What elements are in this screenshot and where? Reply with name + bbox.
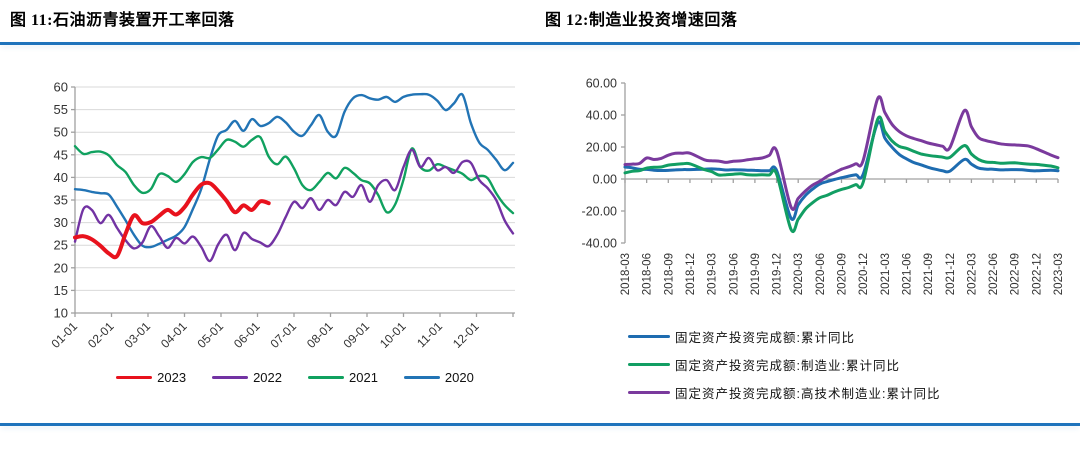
chart1-legend: 2023 2022 2021 2020 <box>75 370 515 385</box>
legend-item-2020: 2020 <box>403 370 474 385</box>
series-2023-swatch <box>116 375 153 380</box>
y-tick-label: 20 <box>54 260 68 275</box>
x-tick-label: 05-01 <box>195 319 227 351</box>
y-tick-label: 60 <box>54 80 68 95</box>
series-line <box>623 115 1060 233</box>
gridlines <box>75 86 515 291</box>
x-tick-label: 06-01 <box>231 319 263 351</box>
y-tick-label: -20.00 <box>582 205 617 219</box>
x-tick-label: 08-01 <box>304 319 336 351</box>
legend-label-2022: 2022 <box>253 370 282 385</box>
legend-item-manufacturing: 固定资产投资完成额:制造业:累计同比 <box>628 355 940 374</box>
legend-item-2021: 2021 <box>308 370 378 385</box>
asphalt-operating-rate-chart: 10 15 20 25 30 35 40 45 50 55 60 01-01 02-01 03-01 04-… <box>49 80 515 351</box>
y-tick-label: 15 <box>54 283 68 298</box>
y-tick-label: 55 <box>54 102 68 117</box>
x-tick-label: 04-01 <box>158 319 190 351</box>
x-tick-label: 2021-09 <box>923 253 935 295</box>
x-tick-label: 03-01 <box>122 319 154 351</box>
figure-11-title: 图 11:石油沥青装置开工率回落 <box>10 12 235 29</box>
x-tick-label: 2019-06 <box>728 253 740 295</box>
y-tick-label: 30 <box>54 215 68 230</box>
legend-label-2020: 2020 <box>444 370 474 385</box>
header-divider-rule <box>0 42 1080 45</box>
x-tick-labels: 2018-03 2018-06 2018-09 2018-12 2019-03 2019-… <box>620 253 1065 295</box>
y-tick-labels: 60.00 40.00 20.00 0.00 -20.00 -40.00 <box>582 77 618 251</box>
y-tick-label: 50 <box>54 125 68 140</box>
y-tick-label: 0.00 <box>593 173 617 187</box>
series-manufacturing-swatch <box>628 363 670 366</box>
x-tick-label: 2019-03 <box>707 253 719 295</box>
legend-label-hightech: 固定资产投资完成额:高技术制造业:累计同比 <box>675 387 941 401</box>
footer-divider-rule <box>0 423 1080 426</box>
x-tick-label: 2018-03 <box>620 253 632 295</box>
legend-item-2022: 2022 <box>212 370 282 385</box>
y-tick-label: 60.00 <box>586 77 617 91</box>
legend-label-manufacturing: 固定资产投资完成额:制造业:累计同比 <box>675 359 900 373</box>
y-tick-label: 40.00 <box>586 109 617 123</box>
y-tick-label: 45 <box>54 147 68 162</box>
legend-label-2021: 2021 <box>349 370 378 385</box>
series-hightech-swatch <box>628 391 670 394</box>
y-tick-labels: 10 15 20 25 30 35 40 45 50 55 60 <box>54 80 68 321</box>
series-line-2021 <box>73 135 515 215</box>
y-tick-label: 40 <box>54 170 68 185</box>
series-line-2020 <box>73 92 515 249</box>
x-tick-label: 2020-03 <box>793 253 805 295</box>
chart2-legend: 固定资产投资完成额:累计同比 固定资产投资完成额:制造业:累计同比 固定资产投资… <box>628 327 940 402</box>
x-tick-label: 2022-06 <box>988 253 1000 295</box>
series-line-2023 <box>73 180 271 260</box>
x-tick-label: 2020-09 <box>837 253 849 295</box>
x-tick-label: 2021-12 <box>945 253 957 295</box>
axes <box>71 86 515 317</box>
x-tick-label: 2021-03 <box>880 253 892 295</box>
x-tick-label: 2022-12 <box>1031 253 1043 295</box>
y-tick-label: -40.00 <box>582 237 617 251</box>
x-tick-label: 11-01 <box>414 319 445 350</box>
series-line <box>623 95 1060 211</box>
legend-item-hightech: 固定资产投资完成额:高技术制造业:累计同比 <box>628 383 940 402</box>
x-tick-label: 2023-03 <box>1053 253 1065 295</box>
x-tick-label: 12-01 <box>450 319 482 351</box>
legend-label-fai: 固定资产投资完成额:累计同比 <box>675 331 855 345</box>
y-tick-label: 35 <box>54 193 68 208</box>
x-tick-label: 10-01 <box>377 319 409 351</box>
legend-item-2023: 2023 <box>116 370 186 385</box>
series-line <box>623 120 1060 221</box>
x-tick-label: 01-01 <box>49 319 81 351</box>
series-2020-swatch <box>403 376 440 379</box>
y-tick-label: 25 <box>54 238 68 253</box>
x-tick-label: 2019-12 <box>772 253 784 295</box>
y-tick-label: 10 <box>54 306 68 321</box>
series-2021-swatch <box>308 376 344 379</box>
x-tick-label: 2018-06 <box>642 253 654 295</box>
x-tick-label: 09-01 <box>341 319 373 351</box>
x-tick-labels: 01-01 02-01 03-01 04-01 05-01 06-01 07-01 08-01… <box>49 319 482 351</box>
series-fai-swatch <box>628 335 670 338</box>
legend-label-2023: 2023 <box>157 370 187 385</box>
x-tick-label: 02-01 <box>85 319 117 351</box>
series-lines <box>73 92 515 263</box>
series-2022-swatch <box>212 376 249 379</box>
legend-item-fai: 固定资产投资完成额:累计同比 <box>628 327 940 346</box>
x-tick-label: 07-01 <box>268 319 300 351</box>
x-tick-label: 2022-09 <box>1010 253 1022 295</box>
x-tick-label: 2020-12 <box>858 253 870 295</box>
x-tick-label: 2019-09 <box>750 253 762 295</box>
x-tick-label: 2021-06 <box>901 253 913 295</box>
x-tick-label: 2018-09 <box>663 253 675 295</box>
series-line-2022 <box>73 148 515 263</box>
x-tick-label: 2020-06 <box>815 253 827 295</box>
x-tick-label: 2022-03 <box>966 253 978 295</box>
x-tick-label: 2018-12 <box>685 253 697 295</box>
y-tick-label: 20.00 <box>586 141 617 155</box>
series-lines <box>623 95 1060 233</box>
figure-12-title: 图 12:制造业投资增速回落 <box>545 12 738 29</box>
